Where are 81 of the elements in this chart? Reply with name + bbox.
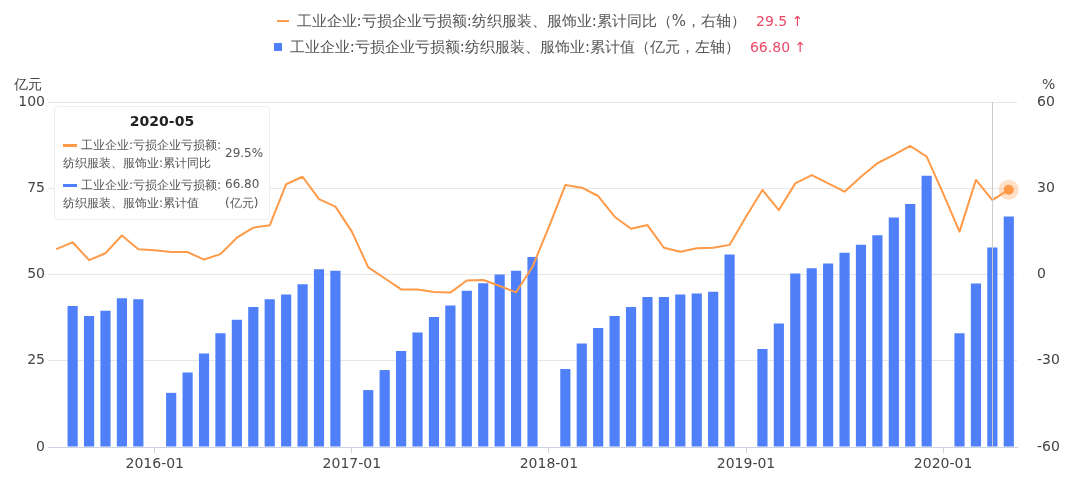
x-tick-label: 2020-01 <box>913 455 973 472</box>
bar <box>231 319 242 447</box>
y2-tick-label: 30 <box>1037 178 1055 195</box>
bar <box>593 327 604 447</box>
annotation: 66.80 <box>225 177 260 191</box>
y-tick-label: 25 <box>27 351 45 368</box>
bar <box>675 294 686 447</box>
y2-tick-label: 0 <box>1037 265 1046 282</box>
bar <box>264 299 275 447</box>
y-tick-label: 0 <box>36 437 45 454</box>
bar <box>166 392 177 447</box>
bar <box>445 305 456 447</box>
bar <box>560 369 571 447</box>
bar <box>823 263 834 447</box>
annotation: 纺织服装、服饰业:累计值 <box>63 195 200 212</box>
annotation: (亿元) <box>225 195 259 212</box>
bar <box>806 268 817 447</box>
bar <box>100 310 111 447</box>
bar <box>773 323 784 447</box>
bar <box>478 283 489 447</box>
bar <box>1003 216 1014 447</box>
y-tick-label: 50 <box>27 265 45 282</box>
bar <box>428 316 440 447</box>
bar <box>691 293 702 447</box>
x-tick-label: 2018-01 <box>519 455 579 472</box>
bar <box>215 333 226 447</box>
bar <box>658 296 669 447</box>
bar <box>363 390 374 447</box>
y2-tick-label: -60 <box>1037 437 1060 454</box>
y2-tick-label: 60 <box>1037 92 1055 109</box>
bar <box>83 315 95 447</box>
bar <box>510 270 522 447</box>
bar <box>708 291 719 447</box>
annotation: 工业企业:亏损企业亏损额: <box>81 137 222 154</box>
annotation: 纺织服装、服饰业:累计同比 <box>63 155 212 172</box>
bar <box>970 283 982 447</box>
bar <box>790 273 801 447</box>
bar <box>527 256 538 447</box>
bar <box>116 298 127 447</box>
x-tick-label: 2016-01 <box>125 455 184 472</box>
annotation: 29.5% <box>225 146 264 160</box>
bar <box>855 244 867 447</box>
bar <box>379 370 390 447</box>
bar <box>905 204 916 447</box>
bar <box>839 252 850 447</box>
bar <box>198 353 210 447</box>
bar <box>412 332 423 447</box>
text: 29.5 ↑ <box>756 13 804 29</box>
x-tick-label: 2019-01 <box>716 455 776 472</box>
bar <box>757 349 768 447</box>
legend-label: 工业企业:亏损企业亏损额:纺织服装、服饰业:累计值（亿元，左轴） <box>289 37 740 57</box>
legend-label: 工业企业:亏损企业亏损额:纺织服装、服饰业:累计同比（%，右轴） <box>296 11 747 31</box>
bar <box>281 294 292 447</box>
bar <box>625 306 637 447</box>
y-axis-title: 亿元 <box>13 75 42 92</box>
bar <box>576 343 587 447</box>
y-tick-label: 75 <box>27 178 45 195</box>
bar <box>182 372 193 447</box>
annotation: 工业企业:亏损企业亏损额: <box>81 177 222 194</box>
y2-tick-label: -30 <box>1037 351 1060 368</box>
bar <box>67 305 78 447</box>
bar <box>396 351 407 447</box>
bar <box>872 235 883 447</box>
y2-axis-title: % <box>1042 75 1056 92</box>
bar <box>330 270 341 447</box>
bar <box>461 290 472 447</box>
bar <box>313 269 325 447</box>
y-tick-label: 100 <box>18 92 45 109</box>
bar <box>888 217 899 447</box>
x-tick-label: 2017-01 <box>322 455 382 472</box>
annotation: 2020-05 <box>128 113 196 129</box>
bar <box>248 306 259 447</box>
bar <box>954 333 965 447</box>
bar <box>921 175 932 447</box>
bar <box>297 284 308 447</box>
bar <box>724 254 735 447</box>
bar <box>642 296 653 447</box>
bar <box>133 299 144 447</box>
bar <box>609 315 620 447</box>
text: 66.80 ↑ <box>749 39 807 55</box>
bar <box>494 274 505 447</box>
